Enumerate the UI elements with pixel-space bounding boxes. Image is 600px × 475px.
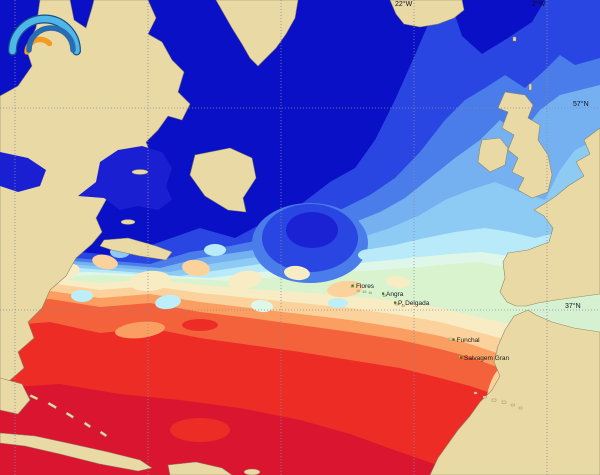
place-marker xyxy=(382,292,385,295)
place-labels: Flores Angra P. Delgada Funchal Salvagem… xyxy=(351,283,510,362)
island-speck xyxy=(394,302,400,306)
place-label-flores: Flores xyxy=(356,283,375,290)
mediterranean-sea xyxy=(527,297,600,330)
island-speck xyxy=(99,430,108,438)
island-speck xyxy=(473,391,478,395)
sst-eddy xyxy=(129,270,171,292)
landmass-greenland xyxy=(215,0,299,67)
sst-eddy xyxy=(115,321,165,339)
place-marker xyxy=(351,284,354,287)
island-speck xyxy=(131,169,149,175)
sst-eddy xyxy=(92,254,118,270)
island-speck xyxy=(243,468,261,475)
landmass-great-britain xyxy=(497,91,553,199)
place-label-funchal: Funchal xyxy=(457,337,481,344)
island-speck xyxy=(382,294,387,297)
sst-eddy xyxy=(328,298,348,308)
island-speck xyxy=(501,400,507,404)
place-marker xyxy=(394,301,397,304)
sst-eddy xyxy=(155,294,181,310)
sst-eddy xyxy=(170,418,230,442)
landmass-newfoundland xyxy=(189,147,257,213)
island-speck xyxy=(512,36,517,42)
logo-middle-arc xyxy=(26,25,76,53)
island-speck xyxy=(510,403,515,407)
rainbow-arcs-logo xyxy=(8,14,81,56)
sst-eddy xyxy=(358,249,382,261)
sst-eddy xyxy=(71,290,93,302)
island-speck xyxy=(448,337,453,341)
island-speck xyxy=(83,421,92,429)
sst-eddy xyxy=(204,244,226,256)
island-speck xyxy=(401,304,405,307)
place-marker xyxy=(452,338,455,341)
sst-eddy xyxy=(405,257,425,267)
sst-cold-patch xyxy=(450,0,545,54)
island-speck xyxy=(65,411,75,419)
sst-eddy xyxy=(284,265,310,281)
sst-eddy xyxy=(228,270,262,290)
island-speck xyxy=(47,401,58,410)
landmass-europe xyxy=(499,127,600,307)
latitude-label: 57°N xyxy=(573,100,589,108)
sst-eddy xyxy=(251,299,273,313)
sst-eddy xyxy=(327,280,363,298)
island-speck xyxy=(368,291,372,294)
sst-eddy xyxy=(182,319,218,331)
place-label-angra: Angra xyxy=(386,291,404,298)
longitude-label: 2°W xyxy=(532,0,546,8)
latitude-label: 37°N xyxy=(565,302,581,310)
island-speck xyxy=(29,394,39,401)
longitude-label: 22°W xyxy=(395,0,413,8)
place-label-salvagem-gran: Salvagem Gran xyxy=(464,355,510,362)
place-marker xyxy=(460,356,463,359)
island-speck xyxy=(120,219,136,225)
island-speck xyxy=(518,406,523,410)
landmass-ireland xyxy=(477,137,509,173)
sst-cold-tongue xyxy=(286,212,338,248)
island-speck xyxy=(491,398,497,402)
island-speck xyxy=(362,290,367,293)
gulf-of-st-lawrence xyxy=(78,146,172,210)
logo-outer-arc xyxy=(9,15,80,55)
landmass-nova-scotia xyxy=(99,237,173,261)
island-speck xyxy=(482,395,487,399)
landmass-cuba xyxy=(0,432,153,472)
place-label-p-delgada: P. Delgada xyxy=(398,300,430,307)
landmass-africa xyxy=(429,309,600,475)
island-speck xyxy=(356,289,360,292)
great-lakes xyxy=(0,152,46,192)
landmass-iceland xyxy=(389,0,465,28)
island-speck xyxy=(528,83,532,91)
sst-eddy xyxy=(182,259,210,277)
sst-eddy xyxy=(386,275,410,289)
landmass-hispaniola xyxy=(167,461,233,475)
